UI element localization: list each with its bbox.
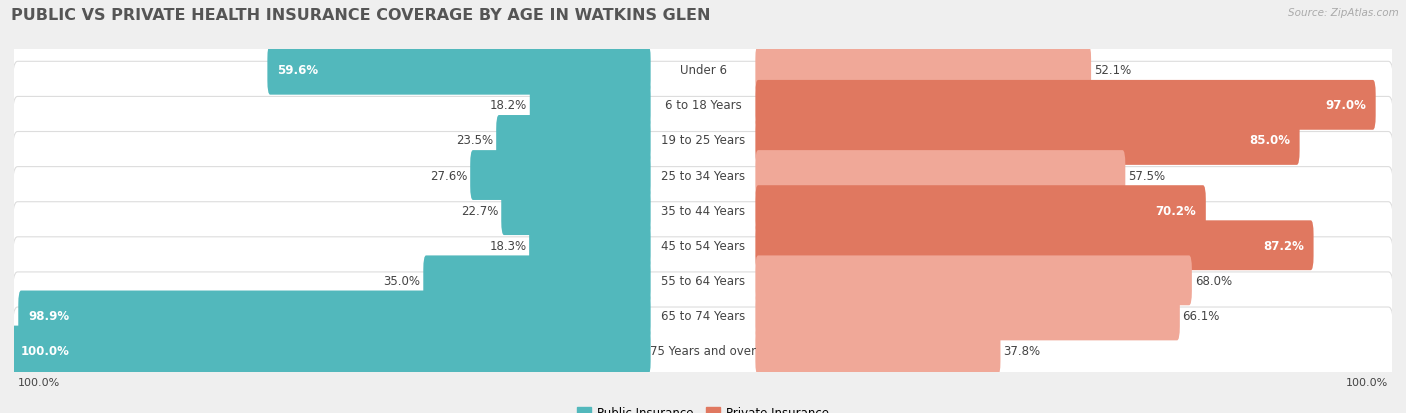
Text: 59.6%: 59.6%	[277, 64, 318, 77]
FancyBboxPatch shape	[18, 291, 651, 341]
FancyBboxPatch shape	[755, 151, 1125, 200]
Text: PUBLIC VS PRIVATE HEALTH INSURANCE COVERAGE BY AGE IN WATKINS GLEN: PUBLIC VS PRIVATE HEALTH INSURANCE COVER…	[11, 8, 711, 23]
Text: 35 to 44 Years: 35 to 44 Years	[661, 204, 745, 217]
FancyBboxPatch shape	[13, 62, 1393, 149]
Text: 25 to 34 Years: 25 to 34 Years	[661, 169, 745, 182]
FancyBboxPatch shape	[530, 81, 651, 131]
Text: Under 6: Under 6	[679, 64, 727, 77]
FancyBboxPatch shape	[496, 116, 651, 166]
Text: 65 to 74 Years: 65 to 74 Years	[661, 309, 745, 322]
Text: 18.2%: 18.2%	[489, 99, 527, 112]
FancyBboxPatch shape	[755, 46, 1091, 95]
Text: 45 to 54 Years: 45 to 54 Years	[661, 239, 745, 252]
Text: 75 Years and over: 75 Years and over	[650, 344, 756, 357]
FancyBboxPatch shape	[755, 116, 1299, 166]
Text: 18.3%: 18.3%	[489, 239, 526, 252]
FancyBboxPatch shape	[267, 46, 651, 95]
FancyBboxPatch shape	[13, 97, 1393, 184]
FancyBboxPatch shape	[13, 27, 1393, 114]
FancyBboxPatch shape	[755, 81, 1375, 131]
Text: Source: ZipAtlas.com: Source: ZipAtlas.com	[1288, 8, 1399, 18]
FancyBboxPatch shape	[529, 221, 651, 271]
Text: 37.8%: 37.8%	[1004, 344, 1040, 357]
FancyBboxPatch shape	[423, 256, 651, 306]
FancyBboxPatch shape	[13, 167, 1393, 254]
Text: 52.1%: 52.1%	[1094, 64, 1130, 77]
Text: 100.0%: 100.0%	[21, 344, 70, 357]
FancyBboxPatch shape	[755, 221, 1313, 271]
FancyBboxPatch shape	[502, 186, 651, 235]
Text: 22.7%: 22.7%	[461, 204, 499, 217]
Text: 100.0%: 100.0%	[17, 377, 59, 387]
FancyBboxPatch shape	[13, 307, 1393, 394]
FancyBboxPatch shape	[755, 291, 1180, 341]
Text: 97.0%: 97.0%	[1326, 99, 1367, 112]
Text: 6 to 18 Years: 6 to 18 Years	[665, 99, 741, 112]
FancyBboxPatch shape	[13, 272, 1393, 359]
FancyBboxPatch shape	[11, 326, 651, 375]
FancyBboxPatch shape	[13, 132, 1393, 219]
FancyBboxPatch shape	[755, 326, 1001, 375]
Text: 68.0%: 68.0%	[1195, 274, 1232, 287]
Text: 66.1%: 66.1%	[1182, 309, 1220, 322]
Text: 55 to 64 Years: 55 to 64 Years	[661, 274, 745, 287]
FancyBboxPatch shape	[755, 256, 1192, 306]
FancyBboxPatch shape	[13, 237, 1393, 324]
Text: 19 to 25 Years: 19 to 25 Years	[661, 134, 745, 147]
FancyBboxPatch shape	[755, 186, 1206, 235]
Legend: Public Insurance, Private Insurance: Public Insurance, Private Insurance	[572, 401, 834, 413]
Text: 23.5%: 23.5%	[457, 134, 494, 147]
FancyBboxPatch shape	[13, 202, 1393, 289]
Text: 35.0%: 35.0%	[384, 274, 420, 287]
Text: 100.0%: 100.0%	[1347, 377, 1389, 387]
Text: 98.9%: 98.9%	[28, 309, 69, 322]
FancyBboxPatch shape	[470, 151, 651, 200]
Text: 57.5%: 57.5%	[1128, 169, 1166, 182]
Text: 87.2%: 87.2%	[1263, 239, 1303, 252]
Text: 27.6%: 27.6%	[430, 169, 467, 182]
Text: 70.2%: 70.2%	[1156, 204, 1197, 217]
Text: 85.0%: 85.0%	[1249, 134, 1289, 147]
